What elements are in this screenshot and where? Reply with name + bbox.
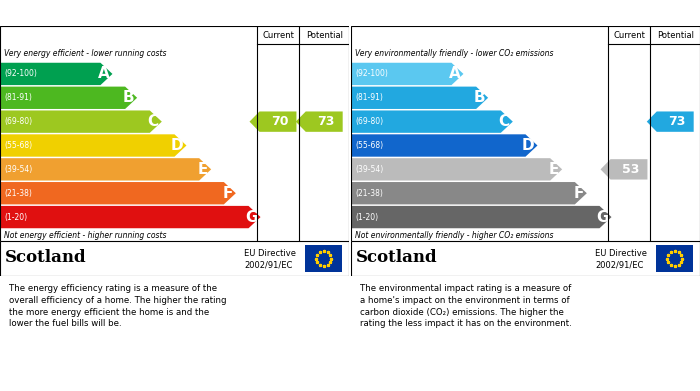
Text: (92-100): (92-100) <box>355 70 388 79</box>
Text: EU Directive: EU Directive <box>595 249 648 258</box>
Text: Environmental Impact (CO₂) Rating: Environmental Impact (CO₂) Rating <box>356 7 589 20</box>
Text: F: F <box>573 186 584 201</box>
Polygon shape <box>647 111 694 132</box>
Polygon shape <box>351 206 612 228</box>
Text: The environmental impact rating is a measure of
a home's impact on the environme: The environmental impact rating is a mea… <box>360 284 571 328</box>
Text: G: G <box>596 210 608 224</box>
Polygon shape <box>0 111 162 133</box>
Text: (39-54): (39-54) <box>355 165 384 174</box>
Text: Potential: Potential <box>306 30 343 39</box>
Text: The energy efficiency rating is a measure of the
overall efficiency of a home. T: The energy efficiency rating is a measur… <box>8 284 226 328</box>
Text: B: B <box>473 90 485 105</box>
Text: (1-20): (1-20) <box>4 213 27 222</box>
Text: Scotland: Scotland <box>356 249 438 266</box>
Text: (55-68): (55-68) <box>4 141 32 150</box>
Text: E: E <box>549 162 559 177</box>
Text: Very energy efficient - lower running costs: Very energy efficient - lower running co… <box>4 50 167 59</box>
Text: C: C <box>148 114 159 129</box>
Text: 70: 70 <box>271 115 288 128</box>
Text: Energy Efficiency Rating: Energy Efficiency Rating <box>5 7 168 20</box>
Polygon shape <box>0 206 260 228</box>
Text: A: A <box>449 66 461 81</box>
Text: Current: Current <box>613 30 645 39</box>
Text: (69-80): (69-80) <box>4 117 32 126</box>
Text: 73: 73 <box>318 115 335 128</box>
Text: G: G <box>245 210 258 224</box>
Text: B: B <box>122 90 134 105</box>
Text: Current: Current <box>262 30 294 39</box>
Text: (55-68): (55-68) <box>355 141 383 150</box>
Polygon shape <box>351 87 488 109</box>
Text: Scotland: Scotland <box>5 249 87 266</box>
Polygon shape <box>296 111 343 132</box>
Text: (81-91): (81-91) <box>355 93 383 102</box>
Polygon shape <box>351 111 513 133</box>
Polygon shape <box>351 182 587 204</box>
Polygon shape <box>0 63 113 85</box>
Text: EU Directive: EU Directive <box>244 249 296 258</box>
Text: 2002/91/EC: 2002/91/EC <box>244 261 293 270</box>
Text: (39-54): (39-54) <box>4 165 32 174</box>
Text: Potential: Potential <box>657 30 694 39</box>
Polygon shape <box>0 158 211 181</box>
Bar <box>657 245 693 272</box>
Polygon shape <box>0 182 236 204</box>
Text: Very environmentally friendly - lower CO₂ emissions: Very environmentally friendly - lower CO… <box>355 50 554 59</box>
Polygon shape <box>351 158 562 181</box>
Text: A: A <box>98 66 109 81</box>
Polygon shape <box>601 159 648 179</box>
Polygon shape <box>0 135 186 157</box>
Text: E: E <box>198 162 208 177</box>
Text: (69-80): (69-80) <box>355 117 383 126</box>
Text: (1-20): (1-20) <box>355 213 378 222</box>
Text: D: D <box>522 138 535 153</box>
Text: (81-91): (81-91) <box>4 93 32 102</box>
Text: 73: 73 <box>668 115 686 128</box>
Polygon shape <box>351 63 463 85</box>
Text: 53: 53 <box>622 163 640 176</box>
Text: F: F <box>223 186 233 201</box>
Polygon shape <box>351 135 538 157</box>
Text: D: D <box>171 138 183 153</box>
Polygon shape <box>0 87 137 109</box>
Text: (21-38): (21-38) <box>355 189 383 198</box>
Text: (21-38): (21-38) <box>4 189 32 198</box>
Text: C: C <box>498 114 510 129</box>
Text: Not energy efficient - higher running costs: Not energy efficient - higher running co… <box>4 231 167 240</box>
Bar <box>305 245 342 272</box>
Text: Not environmentally friendly - higher CO₂ emissions: Not environmentally friendly - higher CO… <box>355 231 554 240</box>
Text: 2002/91/EC: 2002/91/EC <box>595 261 644 270</box>
Text: (92-100): (92-100) <box>4 70 37 79</box>
Polygon shape <box>249 111 296 132</box>
